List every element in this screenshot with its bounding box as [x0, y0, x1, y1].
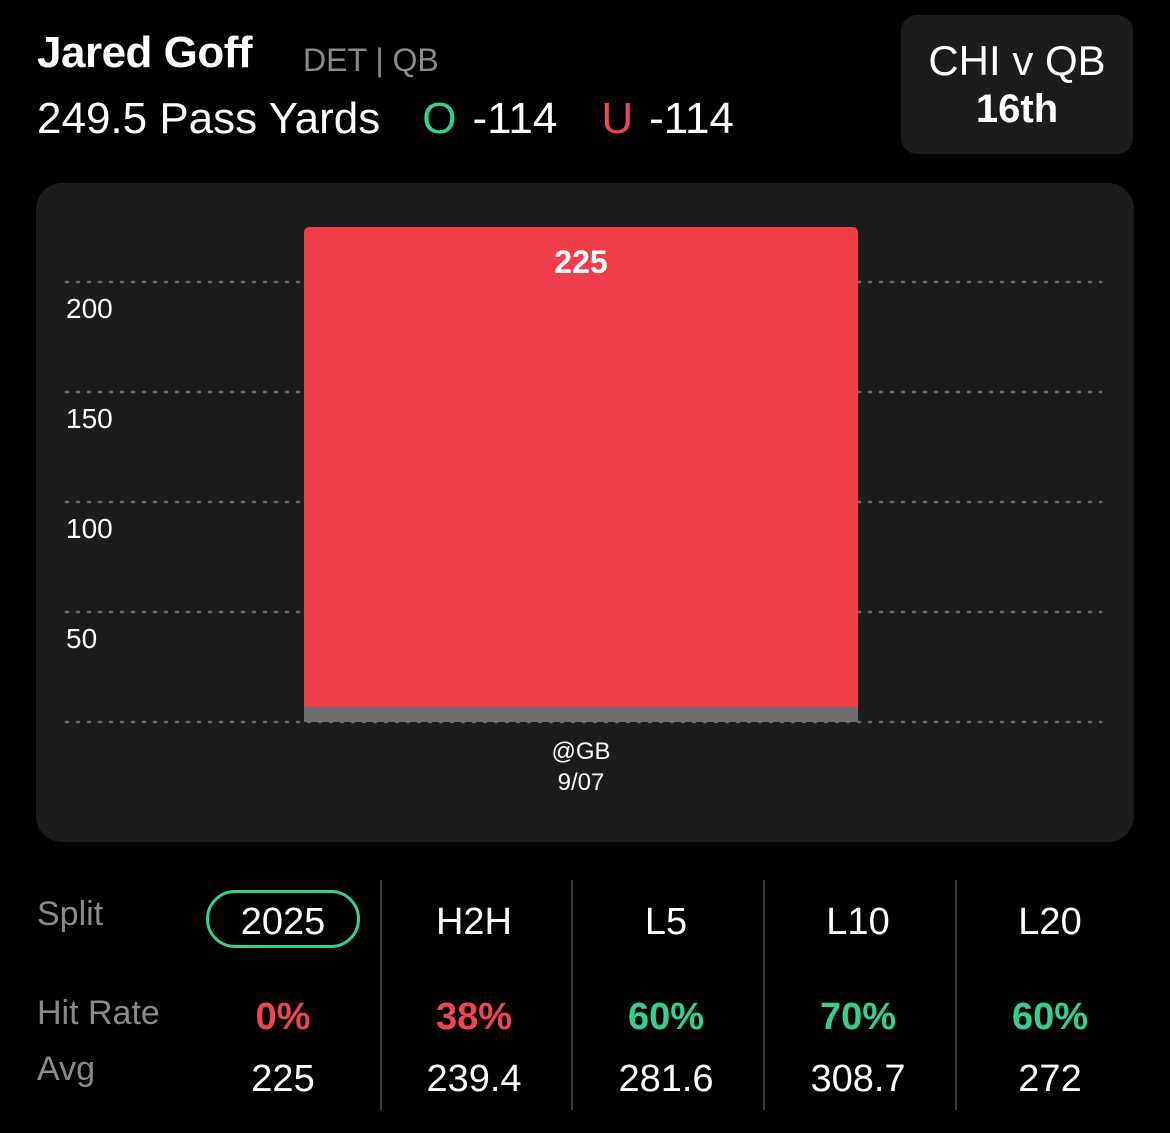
split-tab[interactable]: L10 [826, 901, 890, 943]
split-stats-table: Split Hit Rate Avg 2025 0% 225 H2H 38% 239.4 L… [0, 870, 1170, 1133]
matchup-title: CHI v QB [928, 37, 1106, 84]
bar [304, 227, 858, 722]
y-tick-label: 50 [66, 623, 97, 654]
x-tick-label: @GB [551, 738, 610, 765]
matchup-rank: 16th [975, 87, 1059, 131]
y-tick-label: 200 [66, 293, 113, 324]
split-tab[interactable]: H2H [435, 901, 513, 943]
under-odds[interactable]: -114 [649, 94, 734, 143]
bar-base [304, 707, 858, 722]
avg-value: 239.4 [426, 1058, 522, 1100]
x-tick-label: 9/07 [558, 769, 605, 796]
bar-chart-svg: 50 100 150 200 225 @GB 9/07 [64, 227, 1103, 796]
prop-line-row: 249.5 Pass Yards O -114 U -114 [37, 94, 778, 144]
split-column-h2h: H2H 38% 239.4 [379, 880, 569, 1110]
matchup-rank-card[interactable]: CHI v QB 16th [901, 15, 1133, 154]
avg-value: 281.6 [618, 1058, 714, 1100]
hit-rate-value: 38% [435, 996, 513, 1038]
column-divider [763, 880, 765, 1110]
hit-rate-value: 60% [1011, 996, 1089, 1038]
player-team-position: DET | QB [303, 42, 439, 78]
prop-line: 249.5 Pass Yards [37, 94, 381, 143]
bar-value-label: 225 [554, 244, 607, 280]
split-column-l20: L20 60% 272 [955, 880, 1145, 1110]
hit-rate-row-label: Hit Rate [37, 994, 160, 1032]
split-tab[interactable]: L20 [1018, 901, 1082, 943]
column-divider [380, 880, 382, 1110]
split-row-label: Split [37, 895, 104, 933]
y-tick-label: 150 [66, 403, 113, 434]
avg-value: 308.7 [810, 1058, 906, 1100]
over-odds[interactable]: -114 [472, 94, 558, 143]
under-indicator[interactable]: U [601, 94, 634, 143]
avg-row-label: Avg [37, 1050, 95, 1088]
player-name: Jared Goff [37, 28, 253, 77]
over-indicator[interactable]: O [422, 94, 457, 143]
game-log-chart: 50 100 150 200 225 @GB 9/07 [36, 183, 1134, 842]
avg-value: 272 [1018, 1058, 1082, 1100]
hit-rate-value: 0% [255, 996, 311, 1038]
split-tab[interactable]: L5 [644, 901, 688, 943]
column-divider [571, 880, 573, 1110]
split-column-l10: L10 70% 308.7 [763, 880, 953, 1110]
hit-rate-value: 60% [627, 996, 705, 1038]
hit-rate-value: 70% [819, 996, 897, 1038]
avg-value: 225 [251, 1058, 315, 1100]
split-tab[interactable]: 2025 [206, 890, 360, 948]
split-column-2025: 2025 0% 225 [188, 880, 378, 1110]
column-divider [955, 880, 957, 1110]
y-tick-label: 100 [66, 513, 113, 544]
split-column-l5: L5 60% 281.6 [571, 880, 761, 1110]
